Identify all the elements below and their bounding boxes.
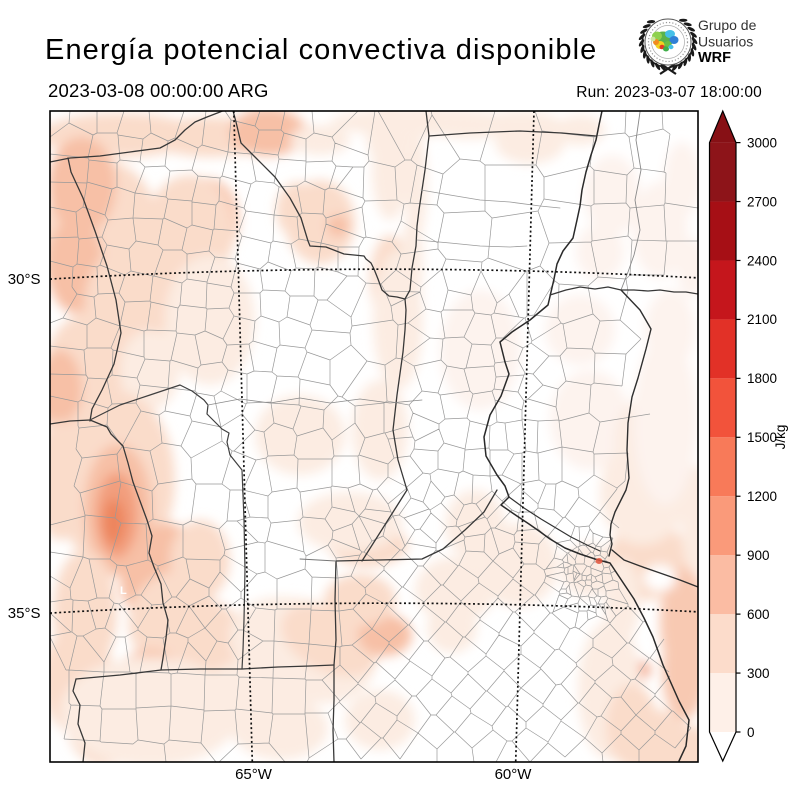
svg-text:1200: 1200 [747, 489, 777, 504]
svg-text:J/kg: J/kg [773, 425, 788, 450]
svg-text:65°W: 65°W [235, 766, 273, 783]
svg-text:900: 900 [747, 548, 770, 563]
svg-text:2023-03-08 00:00:00 ARG: 2023-03-08 00:00:00 ARG [48, 80, 269, 101]
svg-text:1500: 1500 [747, 430, 777, 445]
svg-text:1800: 1800 [747, 371, 777, 386]
svg-text:WRF: WRF [698, 50, 731, 66]
svg-text:600: 600 [747, 607, 770, 622]
svg-text:2400: 2400 [747, 253, 777, 268]
svg-text:2100: 2100 [747, 312, 777, 327]
svg-text:Grupo de: Grupo de [698, 17, 757, 33]
svg-text:Run: 2023-03-07 18:00:00: Run: 2023-03-07 18:00:00 [576, 84, 762, 101]
svg-text:3000: 3000 [747, 135, 777, 150]
svg-text:30°S: 30°S [8, 271, 41, 288]
svg-text:L: L [120, 585, 127, 597]
svg-text:60°W: 60°W [495, 766, 533, 783]
svg-text:35°S: 35°S [8, 605, 41, 622]
svg-text:Usuarios: Usuarios [698, 34, 753, 50]
svg-text:Energía potencial convectiva d: Energía potencial convectiva disponible [45, 34, 597, 66]
svg-text:2700: 2700 [747, 194, 777, 209]
svg-text:0: 0 [747, 725, 755, 740]
svg-text:300: 300 [747, 666, 770, 681]
